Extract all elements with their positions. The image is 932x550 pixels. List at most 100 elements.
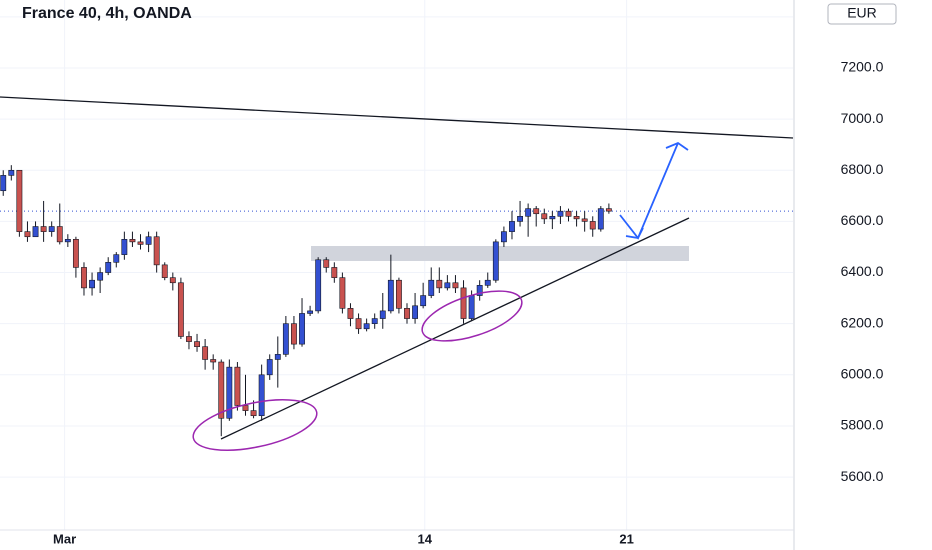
support-zone xyxy=(311,246,689,261)
candle-body xyxy=(129,239,136,243)
candle-body xyxy=(581,218,588,222)
candle-body xyxy=(274,354,281,360)
candle-body xyxy=(500,231,507,243)
grid xyxy=(0,0,793,530)
candle-body xyxy=(113,254,120,263)
candle-body xyxy=(97,272,104,281)
candle-body xyxy=(105,262,112,273)
candle-body xyxy=(234,366,241,406)
candle-body xyxy=(226,366,233,419)
candle-body xyxy=(347,308,354,319)
candle-body xyxy=(395,279,402,309)
chart-title: France 40, 4h, OANDA xyxy=(22,5,192,22)
candle-body xyxy=(509,221,515,232)
currency-badge[interactable] xyxy=(827,3,897,25)
candle-body xyxy=(428,279,435,296)
candle-body xyxy=(597,208,604,230)
candle-body xyxy=(169,277,176,284)
y-tick-label: 6600.0 xyxy=(841,212,884,228)
y-tick-label: 5800.0 xyxy=(841,417,884,433)
candle-body xyxy=(404,308,410,319)
candle-body xyxy=(589,221,596,230)
candle-body xyxy=(315,259,322,312)
candle-body xyxy=(32,226,39,238)
candle-body xyxy=(48,226,55,232)
candle-body xyxy=(541,213,548,220)
arrow-head xyxy=(665,141,689,151)
candle-body xyxy=(420,295,427,307)
candle-body xyxy=(202,346,209,360)
candle-body xyxy=(291,323,297,345)
candle-body xyxy=(412,305,418,319)
candle-body xyxy=(40,226,47,232)
candle-body xyxy=(605,208,612,212)
candle-body xyxy=(24,231,31,238)
candle-body xyxy=(533,208,540,215)
x-tick-label: 21 xyxy=(619,531,633,546)
candle-body xyxy=(153,236,160,266)
candle-body xyxy=(250,410,257,417)
candle-body xyxy=(549,215,556,220)
candle-body xyxy=(89,279,95,289)
candle-body xyxy=(186,336,192,342)
candle-body xyxy=(0,175,7,192)
candle-body xyxy=(16,169,23,232)
candle-body xyxy=(339,277,346,309)
candle-body xyxy=(266,359,273,376)
candle-body xyxy=(258,374,265,417)
x-tick-label: Mar xyxy=(53,531,76,546)
candle-body xyxy=(517,215,523,222)
candle-body xyxy=(242,405,249,411)
candle-body xyxy=(64,239,71,243)
candle-body xyxy=(355,318,362,330)
candle-body xyxy=(476,285,483,296)
candle-body xyxy=(161,264,168,278)
candle-body xyxy=(573,215,580,220)
candle-body xyxy=(484,279,491,286)
candle-body xyxy=(371,318,378,324)
y-tick-label: 5600.0 xyxy=(841,468,884,484)
candles xyxy=(0,165,612,437)
y-tick-label: 7200.0 xyxy=(841,59,884,75)
candle-body xyxy=(436,279,443,289)
candle-body xyxy=(307,310,314,314)
candle-body xyxy=(492,241,499,281)
y-tick-label: 6400.0 xyxy=(841,263,884,279)
candle-body xyxy=(460,287,467,319)
candle-body xyxy=(525,208,532,217)
candle-body xyxy=(218,361,225,419)
candle-body xyxy=(81,267,87,289)
candle-body xyxy=(452,282,459,289)
currency-label[interactable]: EUR xyxy=(847,5,877,21)
candle-body xyxy=(323,259,330,268)
candle-body xyxy=(331,267,338,278)
y-tick-label: 6000.0 xyxy=(841,366,884,382)
candle-body xyxy=(145,236,152,245)
candle-body xyxy=(56,226,63,243)
candle-body xyxy=(72,239,79,268)
candle-body xyxy=(299,313,305,345)
resistance-trendline xyxy=(0,96,794,139)
support-trendline xyxy=(220,217,690,440)
candle-body xyxy=(379,310,386,319)
candle-body xyxy=(210,359,217,363)
highlight-ellipse xyxy=(421,290,523,342)
highlight-ellipse xyxy=(192,399,318,451)
candle-body xyxy=(137,241,144,245)
y-tick-label: 6200.0 xyxy=(841,314,884,330)
candle-body xyxy=(387,279,394,312)
candle-body xyxy=(444,282,451,289)
candle-body xyxy=(177,282,184,337)
candle-body xyxy=(468,295,475,319)
x-tick-label: 14 xyxy=(418,531,433,546)
candle-body xyxy=(557,210,564,217)
arrow-head xyxy=(625,227,644,239)
candle-body xyxy=(282,323,289,355)
candle-body xyxy=(121,239,128,255)
candle-body xyxy=(8,169,15,176)
y-tick-label: 7000.0 xyxy=(841,110,884,126)
candle-body xyxy=(565,210,572,217)
y-tick-label: 6800.0 xyxy=(841,161,884,177)
